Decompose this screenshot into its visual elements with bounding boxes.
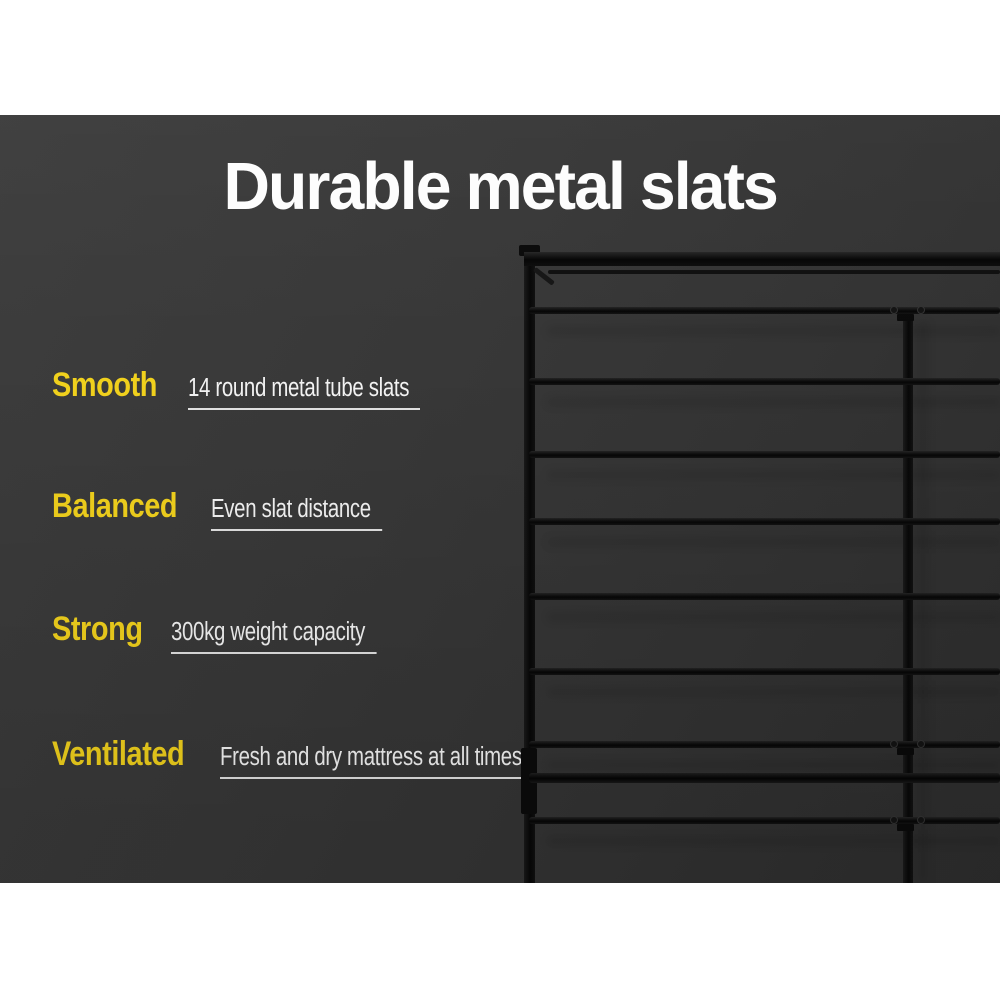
bottom-white-band xyxy=(0,883,1000,1000)
bolt-icon xyxy=(917,306,925,314)
feature-label: Strong xyxy=(52,610,143,648)
bed-slat xyxy=(529,307,1000,314)
slat-shadow xyxy=(548,327,1000,335)
slat-shadow xyxy=(548,761,1000,769)
bed-upper-tube xyxy=(548,270,1000,274)
nut-plate xyxy=(897,824,914,831)
feature-row-smooth: Smooth 14 round metal tube slats xyxy=(52,368,478,410)
bed-center-support-bar xyxy=(903,307,913,883)
feature-row-strong: Strong 300kg weight capacity xyxy=(52,612,427,654)
slat-shadow xyxy=(548,688,1000,696)
bed-slat xyxy=(529,817,1000,824)
nut-plate xyxy=(897,748,914,755)
bed-slat xyxy=(529,593,1000,600)
dark-panel: Durable metal slats Smooth 14 round meta… xyxy=(0,115,1000,883)
feature-description: 14 round metal tube slats xyxy=(187,375,420,410)
slat-shadow xyxy=(548,398,1000,406)
bed-post-cap xyxy=(519,245,540,256)
bed-corner-brace xyxy=(532,267,555,286)
bolt-icon xyxy=(890,306,898,314)
bolt-icon xyxy=(890,816,898,824)
bolt-icon xyxy=(917,740,925,748)
feature-row-balanced: Balanced Even slat distance xyxy=(52,489,425,531)
feature-label: Smooth xyxy=(52,366,158,404)
bed-left-post xyxy=(524,248,535,883)
page-title: Durable metal slats xyxy=(0,151,1000,223)
page-title-text: Durable metal slats xyxy=(223,149,778,224)
bed-slat xyxy=(529,451,1000,458)
bolt-icon xyxy=(890,740,898,748)
feature-label: Balanced xyxy=(52,487,178,525)
feature-label: Ventilated xyxy=(52,735,185,773)
feature-description: 300kg weight capacity xyxy=(170,619,376,654)
bed-slat xyxy=(529,518,1000,525)
feature-description: Fresh and dry mattress at all times xyxy=(219,744,533,779)
top-white-band xyxy=(0,0,1000,115)
feature-row-ventilated: Ventilated Fresh and dry mattress at all… xyxy=(52,737,611,779)
bolt-icon xyxy=(917,816,925,824)
bed-slat xyxy=(529,668,1000,675)
slat-shadow xyxy=(548,613,1000,621)
slat-shadow xyxy=(548,837,1000,845)
support-bar-shadow xyxy=(917,321,929,883)
slat-shadow xyxy=(548,471,1000,479)
feature-description: Even slat distance xyxy=(211,496,383,531)
bed-slat xyxy=(529,378,1000,385)
nut-plate xyxy=(897,314,914,321)
slat-shadow xyxy=(548,538,1000,546)
bed-top-rail xyxy=(524,252,1000,266)
